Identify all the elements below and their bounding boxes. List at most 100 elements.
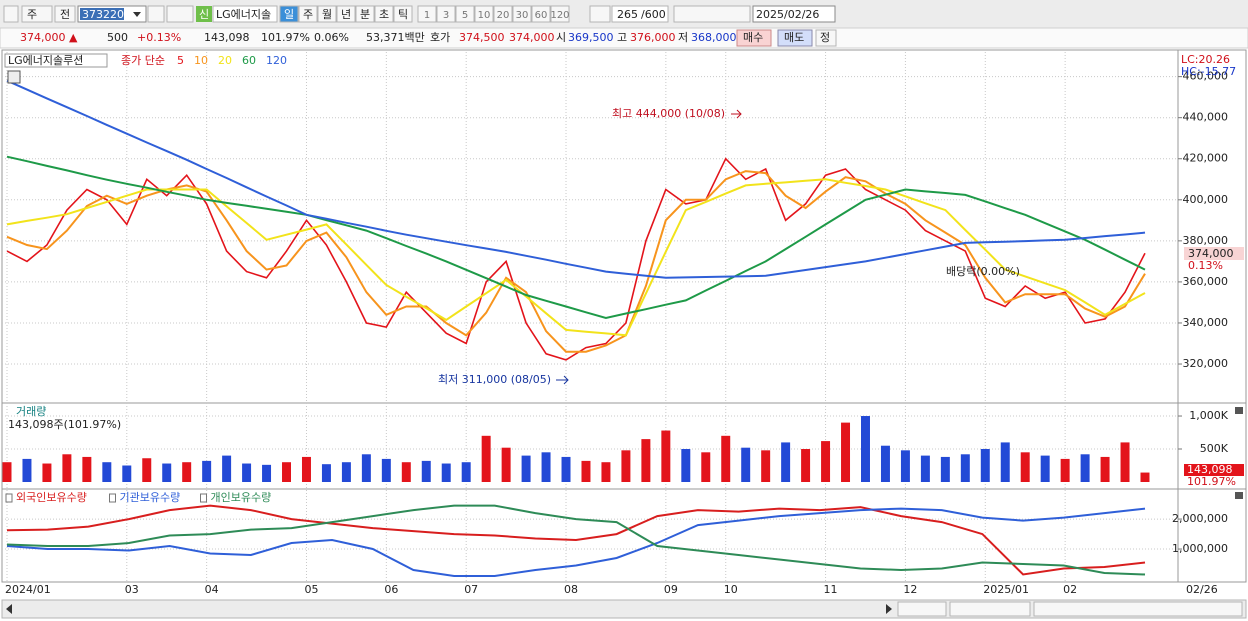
volume-bar [1080,454,1090,482]
interval-label[interactable]: 10 [478,10,491,21]
period-type-box[interactable] [21,5,53,23]
price-tag-pct: 0.13% [1188,259,1223,272]
y-tick-label: 420,000 [1183,152,1229,165]
ask: 374,500 [459,31,505,44]
x-tick-label: 09 [664,583,678,596]
interval-button[interactable] [531,5,551,23]
y-tick-label: 1,000K [1189,409,1228,422]
volume-bar [880,445,890,482]
x-tick-label: 06 [384,583,398,596]
volume-bar [1100,456,1110,482]
interval-label[interactable]: 5 [462,10,468,21]
period-button[interactable] [336,5,356,23]
volume-subtitle: 143,098주(101.97%) [8,418,121,431]
sell-button[interactable] [777,29,813,47]
interval-label[interactable]: 3 [443,10,449,21]
period-button[interactable] [355,5,375,23]
buy[interactable]: 매수 [743,31,763,44]
correct-button[interactable] [815,29,837,47]
period-label[interactable]: 년 [341,8,351,21]
volume-bar [361,454,371,482]
nav-buttons[interactable] [897,601,947,617]
period-label[interactable]: 틱 [398,8,408,21]
interval-button[interactable] [474,5,494,23]
stock-code[interactable]: 373220 [82,8,124,21]
legend-entry: 10 [194,54,208,67]
y-tick-label: 340,000 [1183,316,1229,329]
interval-button[interactable] [550,5,570,23]
volume-bar [501,447,511,482]
period-type[interactable]: 주 [27,8,37,21]
volume-bar [960,454,970,482]
price-title: LG에너지솔루션 [8,54,83,67]
period-label[interactable]: 월 [322,8,332,21]
x-tick-label: 08 [564,583,578,596]
interval-label[interactable]: 1 [424,10,430,21]
period-button[interactable] [279,5,299,23]
bid: 374,000 [509,31,555,44]
period-button[interactable] [317,5,337,23]
series-line [6,79,1146,279]
interval-label[interactable]: 20 [497,10,510,21]
tool-icons[interactable] [673,5,751,23]
prev-box[interactable] [54,5,76,23]
interval-button[interactable] [455,5,475,23]
period-label[interactable]: 주 [303,8,313,21]
x-tick-label: 07 [464,583,478,596]
sell[interactable]: 매도 [784,31,804,44]
date[interactable]: 2025/02/26 [756,8,819,21]
interval-label[interactable]: 60 [535,10,548,21]
legend-entry: 120 [266,54,287,67]
title-box [4,53,108,68]
volume-bar [321,464,331,482]
y-tick-label: 440,000 [1183,111,1229,124]
series-line [6,504,1146,576]
x-tick-label: 04 [205,583,219,596]
volume-bar [641,439,651,482]
period-label[interactable]: 분 [360,8,370,21]
sound[interactable] [166,5,194,23]
chart-frame [1,49,1247,583]
legend-title: 종가 단순 [121,54,165,67]
prev[interactable]: 전 [60,8,70,21]
volume-tag-pct: 101.97% [1187,475,1236,488]
volume-bar [262,464,272,482]
correct[interactable]: 정 [820,31,830,44]
x-tick-label: 10 [724,583,738,596]
legend-entry: 5 [177,54,184,67]
period-button[interactable] [374,5,394,23]
interval-button[interactable] [512,5,532,23]
buy-button[interactable] [736,29,772,47]
period-button[interactable] [298,5,318,23]
bid-label: 호가 [430,31,450,44]
volume-bar [1020,452,1030,482]
interval-button[interactable] [493,5,513,23]
zoom-slider[interactable] [949,601,1031,617]
volume-bar [541,452,551,482]
count-box[interactable] [611,5,669,23]
interval-button[interactable] [436,5,456,23]
period-label[interactable]: 초 [379,8,389,21]
search[interactable] [147,5,165,23]
calc-icon[interactable] [7,70,21,84]
period-button[interactable] [393,5,413,23]
y-tick-label: 1,000,000 [1172,542,1228,555]
draw-tools[interactable] [1033,601,1243,617]
legend-swatch [5,493,13,503]
panel-close[interactable] [1235,407,1243,414]
low-annotation: 최저 311,000 (08/05) [438,373,551,386]
interval-button[interactable] [417,5,437,23]
interval-label[interactable]: 120 [550,10,569,21]
dropdown[interactable] [133,12,141,17]
volume-bar [2,462,12,482]
period-label[interactable]: 일 [284,7,294,21]
interval-label[interactable]: 30 [516,10,529,21]
y-tick-label: 380,000 [1183,234,1229,247]
menu-icon[interactable] [3,5,19,23]
volume-bar [821,441,831,482]
volume: 143,098 [204,31,250,44]
panel-close[interactable] [1235,492,1243,499]
volume-bar [1140,472,1150,482]
date-box[interactable] [752,5,836,23]
